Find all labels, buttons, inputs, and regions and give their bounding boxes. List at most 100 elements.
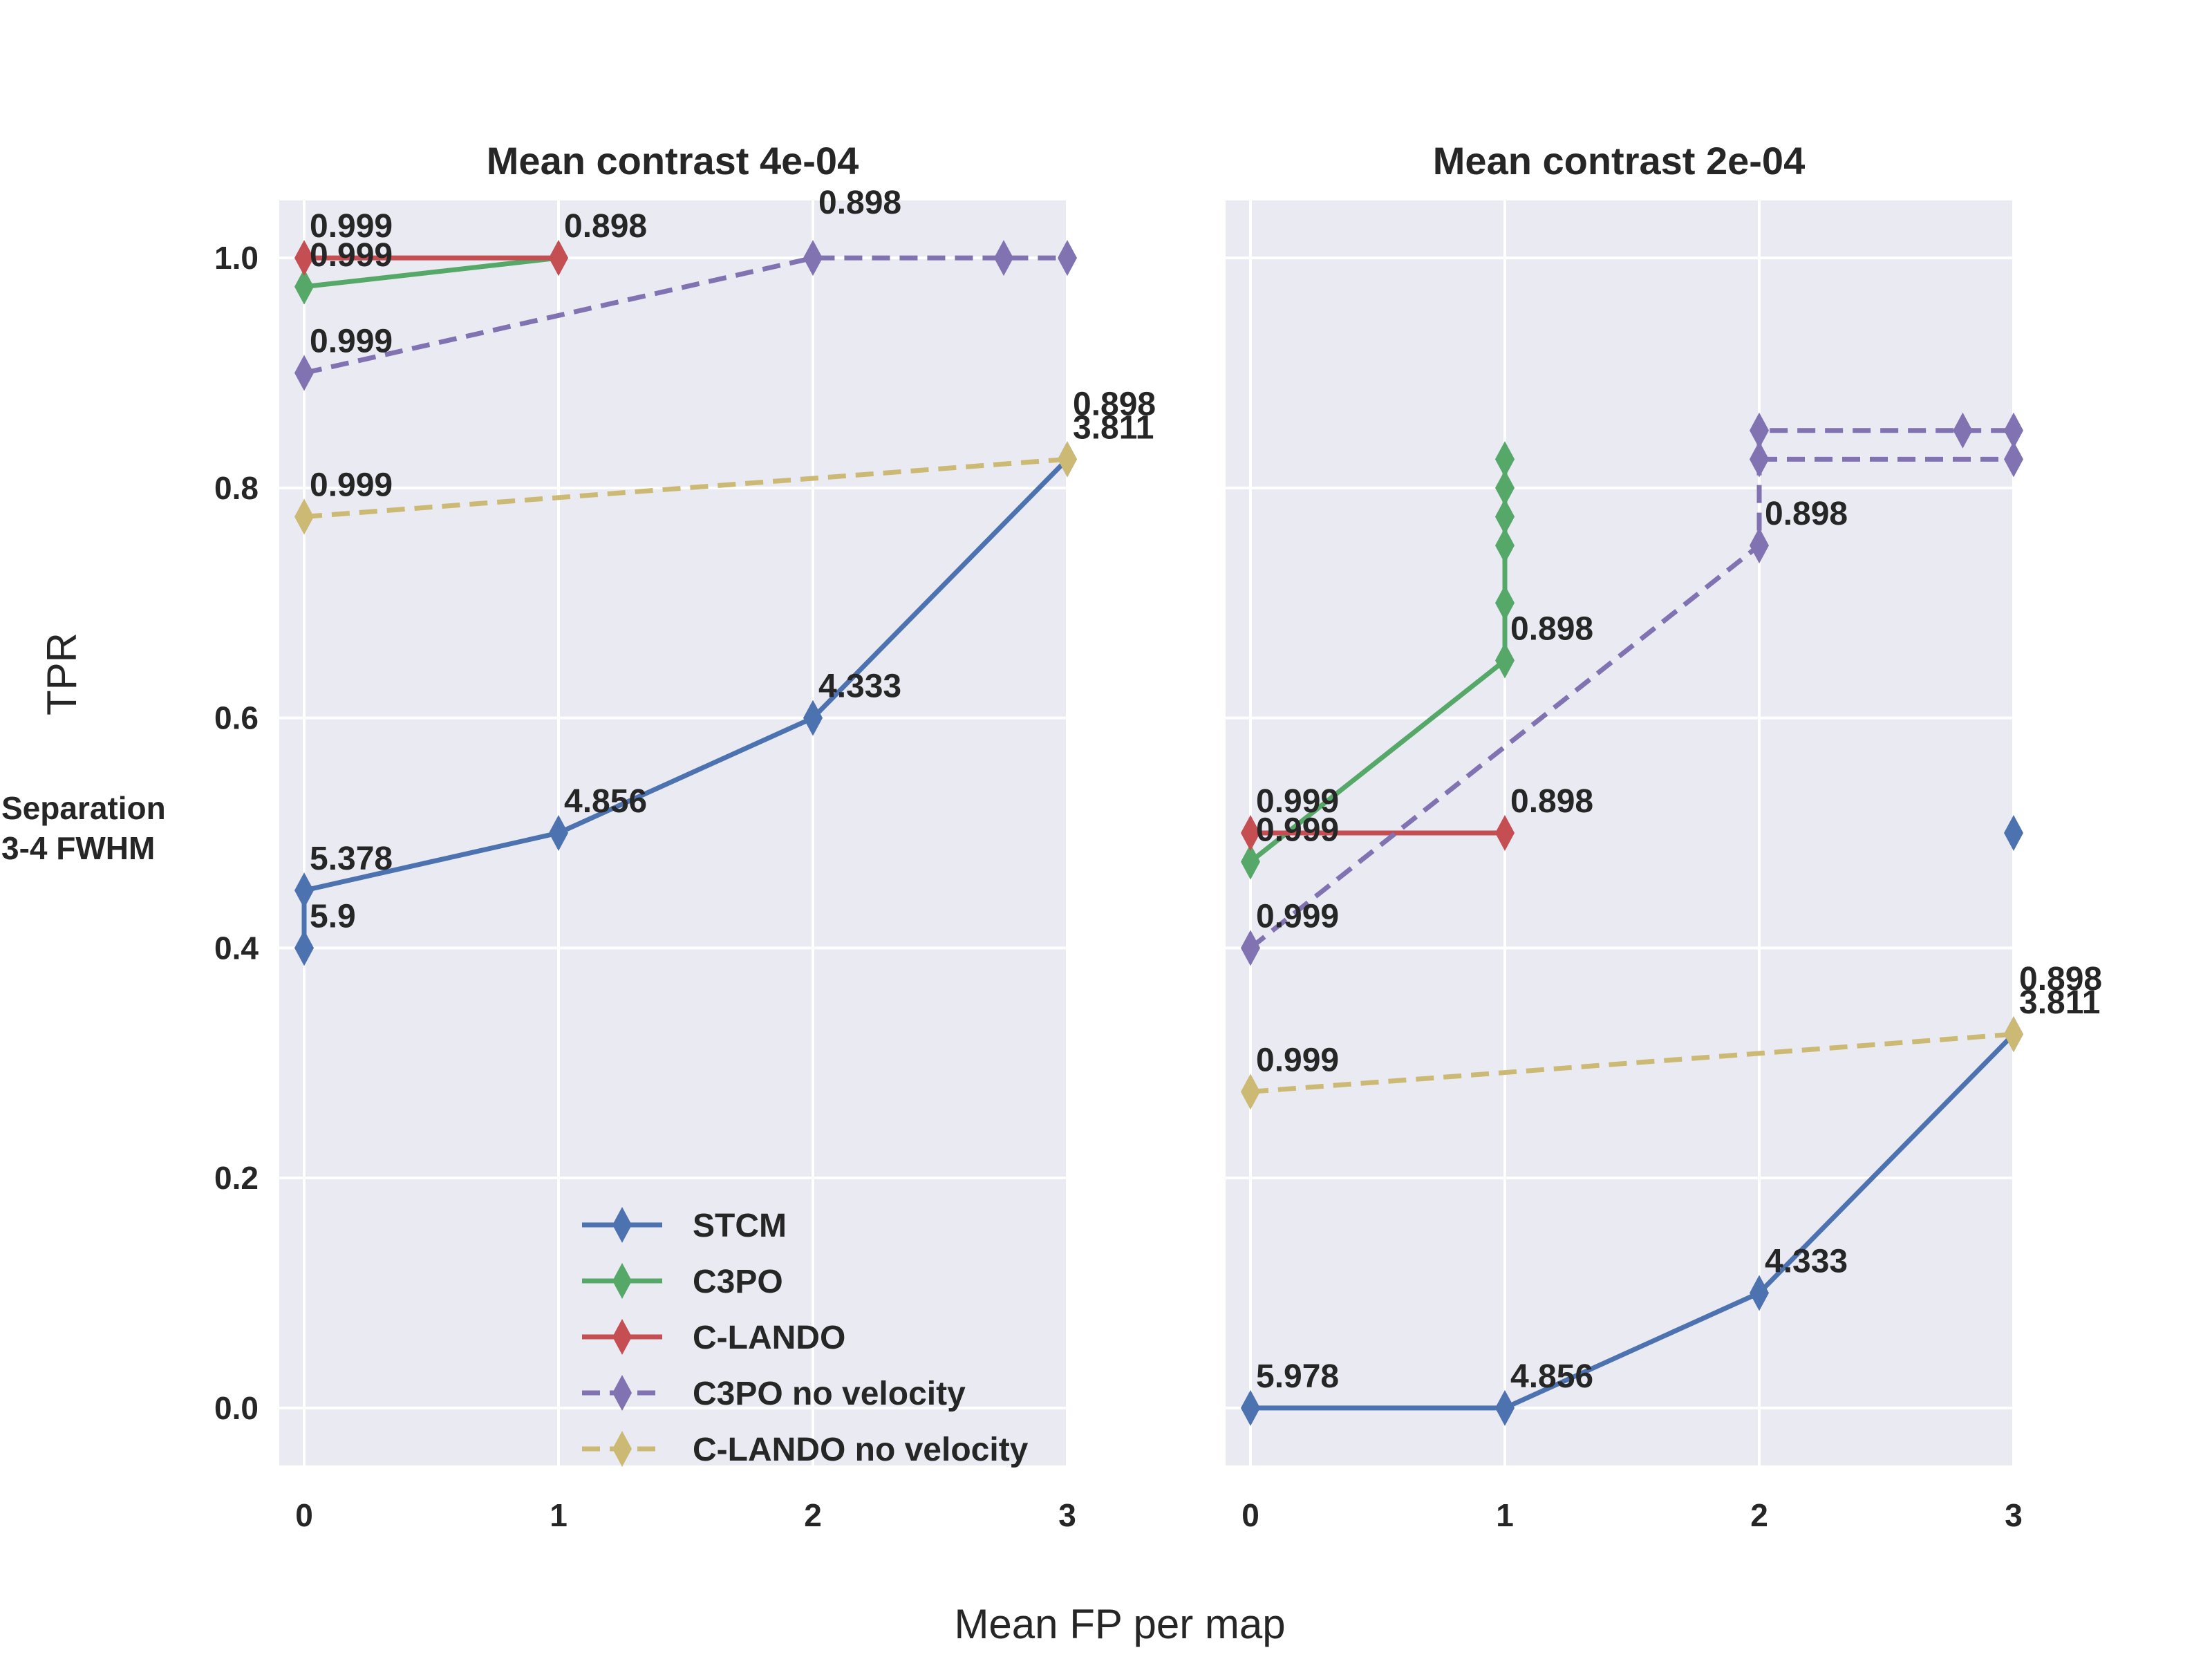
legend-marker bbox=[612, 1375, 632, 1411]
legend-label: STCM bbox=[693, 1208, 787, 1244]
series-line bbox=[303, 255, 1066, 375]
data-label: 4.856 bbox=[564, 783, 647, 820]
data-point bbox=[2004, 412, 2023, 449]
x-tick-label: 1 bbox=[550, 1497, 568, 1533]
legend-label: C3PO no velocity bbox=[693, 1376, 966, 1412]
data-point bbox=[1495, 585, 1515, 621]
series-line bbox=[303, 255, 559, 290]
legend-entry-stcm: STCM bbox=[582, 1207, 787, 1244]
data-point bbox=[294, 240, 314, 276]
y-tick-label: 0.4 bbox=[214, 930, 259, 966]
data-point bbox=[1750, 441, 1769, 478]
series-c3po-no-velocity bbox=[1750, 441, 2023, 478]
series-c-lando-no-velocity bbox=[1241, 1016, 2023, 1110]
left-panel: Mean contrast 4e-04 0 1 2 3 0.0 0.2 0.4 0.6 0.8 1.… bbox=[214, 139, 1156, 1533]
x-tick-label: 0 bbox=[295, 1497, 313, 1533]
data-label: 0.999 bbox=[310, 237, 393, 274]
data-point bbox=[1495, 1389, 1515, 1426]
row-label-line1: Separation bbox=[1, 790, 166, 826]
data-point bbox=[2004, 1016, 2023, 1053]
data-label: 0.999 bbox=[310, 324, 393, 360]
y-axis-label: TPR bbox=[39, 632, 85, 715]
x-tick-label: 0 bbox=[1241, 1497, 1259, 1533]
data-point bbox=[1953, 412, 1973, 449]
data-label: 0.999 bbox=[1256, 1042, 1339, 1078]
data-point bbox=[294, 268, 314, 305]
data-point bbox=[549, 815, 568, 851]
series-line bbox=[1250, 1031, 2012, 1094]
series-c-lando bbox=[294, 240, 568, 276]
x-tick-label: 3 bbox=[2005, 1497, 2023, 1533]
legend-entry-c3po-no-velocity: C3PO no velocity bbox=[582, 1375, 966, 1412]
data-label: 4.856 bbox=[1510, 1358, 1593, 1395]
data-point bbox=[2004, 441, 2023, 478]
data-point bbox=[294, 930, 314, 966]
data-point bbox=[1241, 815, 1260, 851]
data-label: 4.333 bbox=[1765, 1243, 1848, 1280]
series-c-lando-no-velocity bbox=[294, 441, 1077, 535]
data-point bbox=[1241, 843, 1260, 880]
y-tick-label: 0.0 bbox=[214, 1390, 259, 1426]
plot-area bbox=[279, 200, 1066, 1465]
data-label: 4.333 bbox=[818, 668, 901, 705]
data-point bbox=[1750, 527, 1769, 564]
data-label: 0.898 bbox=[564, 208, 647, 245]
legend-label: C-LANDO no velocity bbox=[693, 1432, 1029, 1468]
data-label: 0.898 bbox=[1510, 610, 1593, 647]
legend-label: C3PO bbox=[693, 1264, 783, 1300]
legend-entry-c-lando: C-LANDO bbox=[582, 1319, 845, 1356]
data-point bbox=[1495, 469, 1515, 506]
data-label: 3.811 bbox=[1073, 409, 1154, 446]
row-label-line2: 3-4 FWHM bbox=[1, 830, 155, 866]
series-stcm bbox=[294, 441, 1077, 966]
data-point bbox=[803, 700, 823, 736]
data-label: 0.999 bbox=[1256, 898, 1339, 935]
data-label: 0.898 bbox=[818, 185, 901, 221]
legend-entry-c3po: C3PO bbox=[582, 1263, 783, 1300]
data-label: 5.378 bbox=[310, 841, 393, 877]
series-stcm bbox=[2004, 815, 2023, 851]
data-point bbox=[1750, 412, 1769, 449]
data-label: 0.999 bbox=[310, 208, 393, 245]
data-point bbox=[2004, 815, 2023, 851]
legend-marker bbox=[612, 1431, 632, 1467]
data-label: 5.978 bbox=[1256, 1358, 1339, 1395]
data-label: 0.999 bbox=[1256, 812, 1339, 849]
legend-marker bbox=[612, 1207, 632, 1243]
x-axis-label: Mean FP per map bbox=[954, 1601, 1285, 1647]
legend: STCM C3PO C-LANDO C3PO no velocity C-LANDO n… bbox=[582, 1207, 1029, 1468]
data-point bbox=[1495, 498, 1515, 535]
y-tick-label: 0.2 bbox=[214, 1160, 259, 1196]
data-point bbox=[294, 872, 314, 909]
x-tick-label: 2 bbox=[804, 1497, 822, 1533]
x-tick-label: 3 bbox=[1058, 1497, 1076, 1533]
data-label: 0.898 bbox=[1510, 783, 1593, 820]
series-c-lando bbox=[1241, 815, 1515, 851]
y-tick-label: 0.8 bbox=[214, 470, 259, 506]
data-label: 0.898 bbox=[1073, 386, 1156, 422]
data-point bbox=[1495, 527, 1515, 564]
series-line bbox=[1250, 1032, 2012, 1411]
legend-marker bbox=[612, 1263, 632, 1299]
data-point bbox=[803, 240, 823, 276]
x-tick-label: 2 bbox=[1750, 1497, 1768, 1533]
x-tick-label: 1 bbox=[1496, 1497, 1514, 1533]
series-line bbox=[303, 456, 1066, 519]
data-point bbox=[549, 240, 568, 276]
data-label: 0.898 bbox=[1765, 496, 1848, 532]
data-label: 0.999 bbox=[310, 467, 393, 504]
y-tick-label: 0.6 bbox=[214, 700, 259, 736]
data-label: 3.811 bbox=[2019, 984, 2100, 1021]
data-point bbox=[994, 240, 1013, 276]
data-point bbox=[1241, 930, 1260, 966]
data-point bbox=[1241, 1389, 1260, 1426]
legend-label: C-LANDO bbox=[693, 1320, 845, 1356]
data-point bbox=[294, 498, 314, 535]
data-point bbox=[1750, 1275, 1769, 1311]
panel-title: Mean contrast 4e-04 bbox=[487, 139, 859, 182]
data-point bbox=[1495, 441, 1515, 478]
data-point bbox=[1495, 815, 1515, 851]
data-label: 0.898 bbox=[2019, 961, 2102, 997]
legend-marker bbox=[612, 1319, 632, 1355]
data-point bbox=[1495, 642, 1515, 679]
